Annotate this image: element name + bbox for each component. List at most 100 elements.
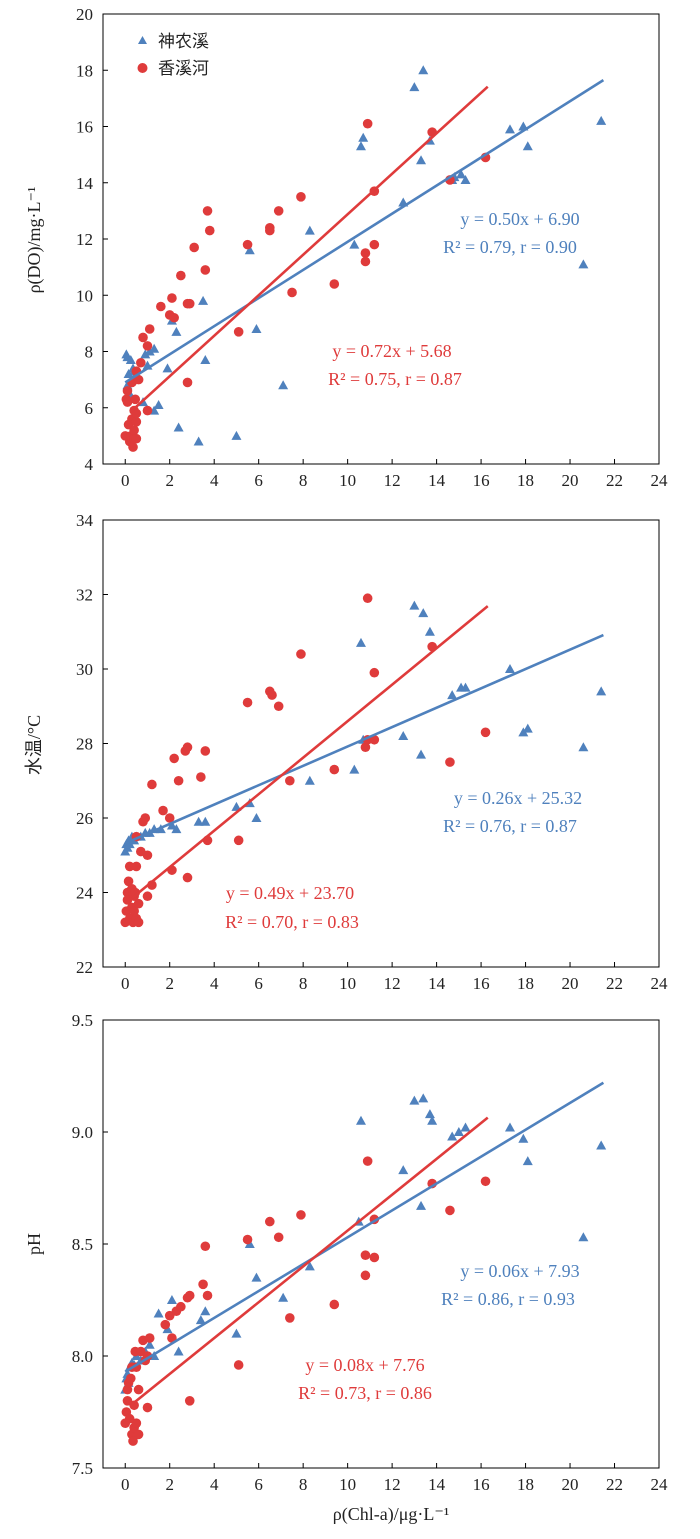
trend-line [131, 605, 489, 900]
circle-point [156, 301, 166, 312]
triangle-point [596, 1140, 607, 1150]
circle-point [233, 835, 244, 846]
circle-point [360, 1270, 371, 1281]
x-tick-label: 8 [299, 471, 308, 490]
circle-point [369, 734, 380, 745]
x-tick-label: 12 [384, 974, 401, 993]
circle-point [182, 377, 193, 388]
circle-point [200, 746, 211, 756]
circle-point [369, 239, 380, 250]
legend: 神农溪 香溪河 [137, 32, 209, 79]
triangle-point [578, 1232, 589, 1242]
triangle-point [460, 682, 471, 692]
triangle-point [200, 1306, 211, 1316]
y-tick-label: 10 [76, 286, 93, 305]
series-xiangxihe [120, 593, 491, 928]
equation-line2: R² = 0.75, r = 0.87 [328, 369, 462, 389]
circle-point [198, 1279, 208, 1290]
equation-line1: y = 0.50x + 6.90 [460, 209, 579, 229]
circle-point [129, 906, 139, 916]
triangle-point [504, 124, 515, 134]
triangle-point [278, 380, 289, 390]
circle-point [362, 1156, 373, 1166]
y-tick-label: 32 [76, 586, 93, 605]
equation-xiangxihe: y = 0.08x + 7.76 R² = 0.73, r = 0.86 [298, 1355, 432, 1403]
circle-point [136, 357, 146, 368]
trend-line [124, 1081, 605, 1373]
y-tick-label: 18 [76, 61, 93, 80]
circle-point [131, 417, 142, 427]
triangle-point [522, 723, 533, 733]
x-tick-label: 8 [299, 974, 308, 993]
data-marks [120, 65, 607, 452]
triangle-point [123, 369, 134, 378]
circle-point [128, 442, 138, 452]
triangle-point [418, 65, 429, 75]
triangle-point [409, 82, 420, 92]
x-tick-label: 22 [606, 471, 623, 490]
circle-point [147, 779, 157, 790]
y-tick-label: 28 [76, 735, 93, 754]
circle-point [360, 248, 371, 258]
circle-point [131, 861, 142, 872]
triangle-point [173, 1346, 184, 1356]
triangle-point [251, 1272, 262, 1282]
triangle-point [518, 1133, 529, 1143]
circle-point [142, 1402, 153, 1413]
x-tick-label: 16 [473, 974, 490, 993]
circle-point [184, 1290, 195, 1301]
triangle-point [200, 354, 211, 364]
circle-point [133, 374, 144, 385]
trend-line [124, 633, 604, 845]
x-tick-label: 10 [339, 974, 356, 993]
circle-point [369, 1252, 380, 1263]
circle-point [200, 1241, 211, 1252]
trend-line [131, 1116, 489, 1406]
circle-point [122, 397, 133, 407]
circle-point [140, 813, 151, 823]
circle-point [133, 898, 144, 909]
triangle-point [424, 1109, 435, 1119]
circle-point [273, 701, 284, 712]
triangle-point [416, 749, 427, 759]
triangle-point [424, 626, 435, 636]
circle-point [182, 872, 193, 883]
triangle-point [166, 820, 177, 830]
triangle-point [171, 326, 182, 336]
trend-line [131, 85, 489, 412]
equation-shennongxi: y = 0.06x + 7.93 R² = 0.86, r = 0.93 [441, 1261, 580, 1309]
circle-point [242, 697, 253, 708]
triangle-point [578, 742, 589, 752]
equation-line2: R² = 0.86, r = 0.93 [441, 1289, 575, 1309]
circle-point [126, 1373, 136, 1384]
x-tick-label: 24 [651, 1475, 669, 1494]
y-tick-label: 22 [76, 958, 93, 977]
y-tick-label: 24 [76, 884, 94, 903]
series-xiangxihe [120, 1156, 491, 1446]
equation-line1: y = 0.08x + 7.76 [305, 1355, 424, 1375]
triangle-point [355, 1115, 366, 1125]
legend-label-xiangxihe: 香溪河 [158, 59, 209, 79]
equation-xiangxihe: y = 0.49x + 23.70 R² = 0.70, r = 0.83 [225, 883, 359, 932]
x-tick-label: 0 [121, 974, 130, 993]
x-tick-label: 2 [165, 471, 174, 490]
circle-point [273, 1232, 284, 1243]
triangle-point [460, 1122, 471, 1132]
circle-point [200, 265, 211, 275]
circle-point [173, 775, 184, 786]
circle-point [144, 324, 155, 334]
equation-shennongxi: y = 0.50x + 6.90 R² = 0.79, r = 0.90 [443, 209, 580, 257]
x-tick-label: 2 [165, 974, 174, 993]
triangle-point [349, 764, 360, 774]
ph-chart-panel: 0 2 4 6 8 10 12 14 16 18 20 22 247.58.08.59.09.5 pH … [24, 1011, 668, 1525]
circle-point [124, 861, 135, 872]
circle-point [265, 1216, 275, 1227]
triangle-point [416, 1200, 427, 1210]
circle-point [369, 667, 380, 678]
circle-point [133, 1384, 144, 1395]
x-tick-label: 24 [651, 974, 669, 993]
circle-point [158, 805, 168, 816]
triangle-point [447, 690, 458, 700]
triangle-point [140, 349, 151, 359]
